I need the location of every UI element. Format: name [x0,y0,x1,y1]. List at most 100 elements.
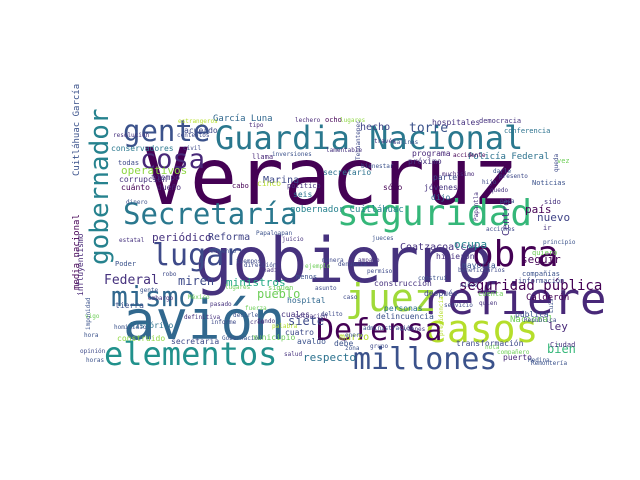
word-periodico: periódico [152,231,212,244]
word-menos: menos [296,273,317,281]
word-medina: Medina [528,357,550,364]
word-quiero: quiero [532,249,557,257]
word-conferencia: conferencia [504,127,550,135]
word-permiso: permiso [367,268,393,275]
word-avaluo: avalúo [297,337,326,346]
word-cabo: cabo [232,182,249,190]
word-seguridad: seguridad [337,193,532,234]
word-cuanto: cuánto [121,183,150,192]
word-publica: pública [515,310,549,319]
word-momento: momento [211,248,237,255]
word-horas: horas [86,357,104,364]
word-remonteria: Remontería [531,360,568,367]
word-salinas: Salinas [393,139,419,146]
word-delito: delito [321,311,343,318]
word-ciudad: Ciudad [550,341,575,349]
word-ninos: niños [460,282,478,289]
word-gente: gente [140,287,158,294]
word-companero: compañero [497,349,530,356]
word-municipio: municipio [252,333,296,342]
word-presidencia: presidencia [438,296,445,336]
word-darle: darle [493,168,511,175]
word-salud: salud [284,351,302,358]
word-tiempos: tiempos [236,258,262,265]
word-politico: político [287,182,321,190]
word-cinco: cinco [257,179,281,188]
word-tipo: tipo [249,122,264,129]
word-influyentismo: influyentismo [76,233,85,296]
word-contentos: contentos [177,132,210,139]
word-homicidio: homicidio [114,324,147,331]
word-cuitlahuac-garcia: Cuitláhuac García [72,84,82,176]
word-torre: torre [409,121,448,136]
word-acciones: acciones [486,226,515,233]
word-fondo: fondo [257,318,275,325]
word-grupo: grupo [370,343,388,350]
word-direccion: dirección [244,262,277,269]
word-garcia-luna: García Luna [213,114,273,124]
word-siete: siete [288,314,324,328]
word-reforma: Reforma [208,232,250,243]
word-servicio: servicio [444,302,473,309]
word-coatzacoalcos: Coatzacoalcos [400,242,478,253]
word-mexico: México [188,294,210,301]
word-acuerdo: acuerdo [184,126,218,135]
word-lugares: lugares [340,117,366,124]
word-pueblo: pueblo [257,287,300,301]
word-parte: parte [433,173,457,182]
word-noticias: Noticias [532,179,566,187]
word-resolucion: resolución [113,132,150,139]
word-civil: civil [183,145,201,152]
word-guardia-nacional: Guardia Nacional [215,119,523,157]
word-robo: robo [162,271,177,278]
word-hospitales: hospitales [432,118,480,127]
word-sido: sido [544,198,561,206]
word-ejemplo: ejemplo [305,263,331,270]
word-nadie: nadie [263,267,281,274]
word-puerto: puerto [503,353,532,362]
word-transformacion: transformación [456,338,524,348]
word-tiempo: tiempo [151,173,180,182]
word-casos: casos [424,307,538,351]
word-ministros: ministros [226,276,286,289]
word-siguen: siguen [268,284,293,292]
word-papaloapan: Papaloapan [256,230,293,237]
word-avion: avión [123,289,286,352]
word-presento: presento [499,173,528,180]
word-principio: principio [543,239,576,246]
word-gobernacion: Gobernación [222,335,262,342]
word-mayoria: mayoría [462,261,496,270]
word-hecho: hecho [360,122,390,133]
word-operativos: operativos [121,164,187,177]
word-cuales: cuales [281,310,310,319]
word-millones: millones [353,342,498,377]
word-opinion: opinión [80,348,106,355]
word-programa: programa [412,149,451,158]
word-proximo: próximo [408,156,442,166]
word-pasado: pasado [210,301,232,308]
word-vigo: vigo [85,313,100,320]
cloud-canvas [80,120,560,366]
word-definitiva: definitiva [184,314,221,321]
word-seguridad-publica: seguridad pública [459,278,602,294]
word-construccion: construcción [374,278,432,288]
word-gente: gente [123,114,210,148]
word-conservadores: conservadores [111,144,174,153]
word-informe: informe [211,319,237,326]
word-denuncia: denuncia [338,261,367,268]
word-policia-federal: Policía Federal [468,152,549,162]
word-corrupcion: corrupción [119,174,167,184]
word-personas: personas [384,304,423,313]
word-democracia: democracia [479,117,521,125]
word-queda: queda [553,154,560,172]
word-gobierno: gobierno [195,224,494,297]
word-construido: construido [117,334,165,343]
word-lugar: lugar [152,238,242,273]
word-ocupa: ocupa [454,238,487,251]
word-calderon: Calderón [526,292,569,303]
word-poder: Poder [115,260,136,268]
word-nota: nota [485,344,500,351]
word-media-nacional: media nacional [72,214,82,290]
word-refiere: refiere [421,274,606,325]
